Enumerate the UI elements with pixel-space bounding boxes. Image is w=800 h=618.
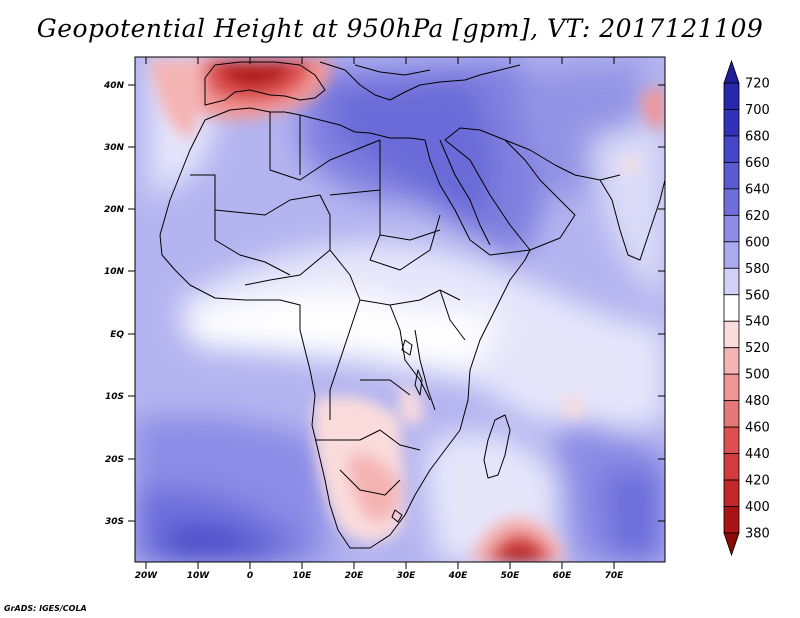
colorbar-swatch: [723, 453, 740, 481]
lon-tick-10e: 10E: [293, 57, 313, 581]
colorbar-swatch: [723, 241, 740, 269]
colorbar-label: 660: [745, 156, 770, 171]
colorbar-label: 560: [745, 288, 770, 303]
colorbar-swatch: [723, 109, 740, 137]
lon-label: 40E: [448, 571, 469, 581]
lon-label: 50E: [501, 571, 521, 581]
colorbar-swatch: [723, 373, 740, 402]
colorbar-arrow-top: [723, 59, 740, 84]
lon-label: 20W: [135, 571, 159, 581]
colorbar-swatch: [723, 135, 740, 163]
colorbar-swatch: [723, 82, 740, 110]
colorbar-swatch: [723, 426, 740, 454]
colorbar: 720 700 680 660 640 620 600 580 560 540 520 500 480 4…: [723, 59, 770, 557]
colorbar-label: 400: [745, 500, 770, 515]
lon-label: 20E: [345, 571, 365, 581]
lat-label: 20S: [105, 455, 124, 465]
colorbar-label: 540: [745, 315, 770, 330]
lat-label: 10N: [104, 267, 125, 277]
colorbar-label: 520: [745, 341, 770, 356]
colorbar-swatch: [723, 400, 740, 428]
colorbar-label: 580: [745, 262, 770, 277]
colorbar-label: 380: [745, 527, 770, 542]
lat-tick-40n: 40N: [103, 81, 665, 91]
geopotential-field: [135, 57, 665, 562]
lon-tick-60e: 60E: [553, 57, 573, 581]
lon-label: 70E: [605, 571, 625, 581]
lat-tick-30n: 30N: [104, 143, 665, 153]
lat-tick-20s: 20S: [105, 455, 665, 465]
colorbar-swatch: [723, 214, 740, 243]
longitude-axis: 20W 10W 0 10E 20E 30E 40E 50E: [135, 57, 624, 581]
lat-tick-20n: 20N: [104, 205, 665, 215]
lat-tick-30s: 30S: [105, 517, 665, 527]
lon-tick-20w: 20W: [135, 57, 159, 581]
colorbar-swatch: [723, 188, 740, 216]
colorbar-label: 600: [745, 235, 770, 250]
colorbar-swatch: [723, 347, 740, 375]
map-title: Geopotential Height at 950hPa [gpm], VT:…: [36, 14, 764, 43]
lon-tick-70e: 70E: [605, 57, 625, 581]
lat-label: EQ: [110, 330, 124, 340]
lon-tick-20e: 20E: [345, 57, 365, 581]
lat-label: 30S: [105, 517, 124, 527]
colorbar-swatch: [723, 506, 740, 534]
lon-tick-10w: 10W: [187, 57, 211, 581]
colorbar-swatch: [723, 267, 740, 296]
colorbar-swatch: [723, 320, 740, 349]
credit-text: GrADS: IGES/COLA: [4, 604, 87, 613]
lon-label: 30E: [397, 571, 417, 581]
colorbar-swatch: [723, 162, 740, 190]
colorbar-label: 440: [745, 447, 770, 462]
colorbar-label: 700: [745, 103, 770, 118]
lat-label: 30N: [104, 143, 125, 153]
colorbar-label: 480: [745, 394, 770, 409]
lat-label: 20N: [104, 205, 125, 215]
colorbar-label: 620: [745, 209, 770, 224]
colorbar-swatch: [723, 479, 740, 507]
colorbar-swatch: [723, 294, 740, 322]
lat-label: 10S: [105, 392, 124, 402]
lon-tick-40e: 40E: [448, 57, 469, 581]
colorbar-label: 680: [745, 129, 770, 144]
colorbar-label: 460: [745, 421, 770, 436]
map-frame: [134, 56, 666, 563]
latitude-axis: 40N 30N 20N 10N EQ 10S 20S 30S: [103, 81, 665, 527]
colorbar-label: 420: [745, 474, 770, 489]
lat-tick-eq: EQ: [110, 330, 665, 340]
lon-label: 0: [247, 571, 253, 581]
lon-label: 10E: [293, 571, 313, 581]
colorbar-label: 640: [745, 182, 770, 197]
lat-tick-10n: 10N: [104, 267, 665, 277]
lat-tick-10s: 10S: [105, 392, 665, 402]
colorbar-arrow-bottom: [723, 532, 740, 557]
colorbar-label: 720: [745, 77, 770, 92]
lon-label: 60E: [553, 571, 573, 581]
lat-label: 40N: [103, 81, 125, 91]
coastlines: [159, 61, 665, 549]
lon-tick-30e: 30E: [397, 57, 417, 581]
colorbar-label: 500: [745, 368, 770, 383]
lon-tick-50e: 50E: [501, 57, 521, 581]
lon-tick-0: 0: [247, 57, 253, 581]
lon-label: 10W: [187, 571, 211, 581]
